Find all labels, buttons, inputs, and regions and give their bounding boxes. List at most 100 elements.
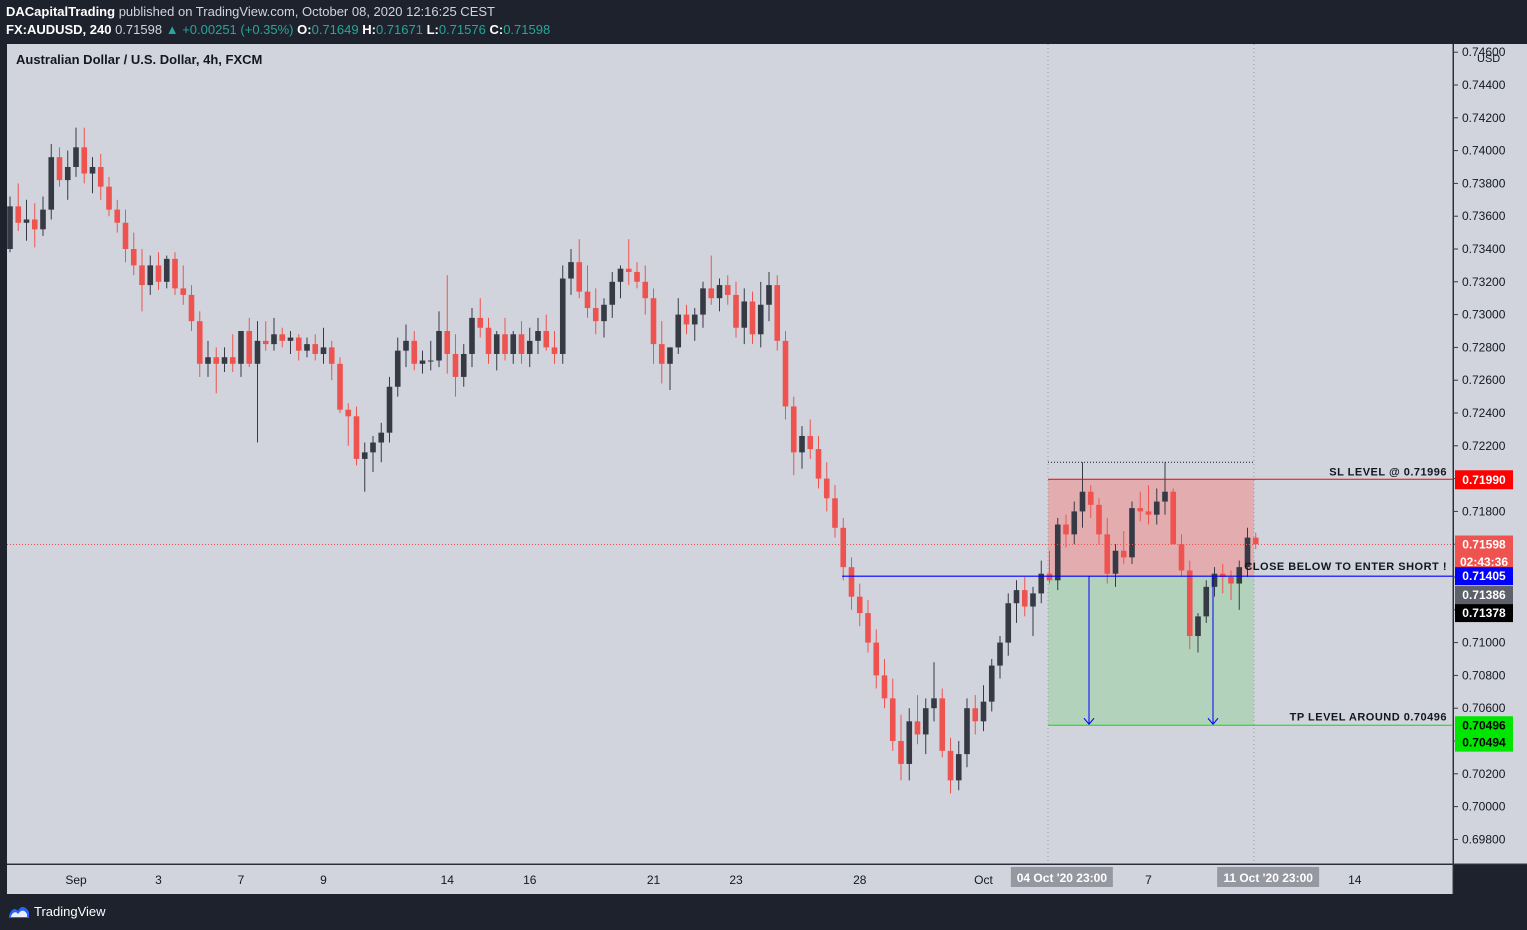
candle[interactable] bbox=[799, 426, 805, 469]
candle[interactable] bbox=[221, 347, 228, 372]
price-chart[interactable]: Australian Dollar / U.S. Dollar, 4h, FXC… bbox=[0, 44, 1527, 894]
candle[interactable] bbox=[328, 340, 335, 381]
candle[interactable] bbox=[295, 334, 302, 361]
candle[interactable] bbox=[180, 265, 187, 305]
candle[interactable] bbox=[188, 285, 195, 331]
candle[interactable] bbox=[287, 331, 294, 354]
candle[interactable] bbox=[964, 698, 970, 768]
candle[interactable] bbox=[526, 327, 533, 368]
candle[interactable] bbox=[1013, 580, 1020, 623]
candle[interactable] bbox=[312, 334, 319, 361]
candle[interactable] bbox=[658, 321, 665, 384]
candle[interactable] bbox=[81, 127, 88, 184]
price-tag[interactable]: 0.71598 bbox=[1455, 535, 1513, 554]
candle[interactable] bbox=[510, 331, 517, 364]
candle[interactable] bbox=[1054, 517, 1061, 591]
candle[interactable] bbox=[650, 288, 657, 364]
candle[interactable] bbox=[634, 262, 640, 289]
candle[interactable] bbox=[1228, 570, 1234, 600]
candle[interactable] bbox=[444, 275, 451, 374]
candle[interactable] bbox=[1137, 491, 1144, 522]
symbol-label[interactable]: FX:AUDUSD, 240 bbox=[6, 22, 112, 37]
price-tag[interactable]: 0.71386 bbox=[1455, 586, 1513, 605]
candle[interactable] bbox=[460, 344, 467, 387]
candle[interactable] bbox=[345, 403, 352, 446]
candle[interactable] bbox=[683, 304, 690, 335]
candle[interactable] bbox=[667, 347, 673, 391]
price-tag[interactable]: 0.71405 bbox=[1455, 567, 1513, 586]
candle[interactable] bbox=[840, 517, 847, 581]
candle[interactable] bbox=[23, 199, 30, 241]
candle[interactable] bbox=[1079, 462, 1086, 528]
candle[interactable] bbox=[1170, 488, 1177, 545]
candle[interactable] bbox=[271, 317, 277, 351]
candle[interactable] bbox=[238, 331, 244, 377]
candle[interactable] bbox=[386, 376, 393, 443]
candle[interactable] bbox=[1203, 580, 1210, 623]
price-tag[interactable]: 0.70496 bbox=[1455, 716, 1513, 735]
candle[interactable] bbox=[1120, 531, 1127, 564]
candle[interactable] bbox=[955, 741, 962, 791]
candle[interactable] bbox=[1145, 485, 1152, 525]
candle[interactable] bbox=[477, 298, 484, 338]
candle[interactable] bbox=[922, 698, 929, 755]
candle[interactable] bbox=[1178, 534, 1185, 577]
candle[interactable] bbox=[304, 337, 310, 358]
candle[interactable] bbox=[980, 685, 987, 732]
candle[interactable] bbox=[716, 278, 723, 312]
candle[interactable] bbox=[559, 265, 566, 364]
candle[interactable] bbox=[568, 249, 574, 295]
candle[interactable] bbox=[774, 275, 781, 351]
candle[interactable] bbox=[988, 659, 995, 712]
candle[interactable] bbox=[823, 462, 830, 512]
publisher-name[interactable]: DACapitalTrading bbox=[6, 4, 116, 19]
candle[interactable] bbox=[1129, 501, 1135, 564]
candle[interactable] bbox=[1063, 514, 1069, 548]
candle[interactable] bbox=[790, 396, 797, 476]
candle[interactable] bbox=[106, 176, 112, 217]
candle[interactable] bbox=[535, 317, 541, 354]
candle[interactable] bbox=[700, 281, 706, 328]
candle[interactable] bbox=[403, 324, 409, 368]
candle[interactable] bbox=[889, 678, 896, 751]
candle[interactable] bbox=[56, 147, 63, 187]
candle[interactable] bbox=[337, 357, 343, 413]
candle[interactable] bbox=[914, 695, 921, 745]
candle[interactable] bbox=[427, 340, 434, 371]
candle[interactable] bbox=[1104, 517, 1111, 584]
candle[interactable] bbox=[1005, 593, 1012, 656]
candle[interactable] bbox=[139, 249, 145, 312]
candle[interactable] bbox=[1112, 544, 1119, 587]
candle[interactable] bbox=[469, 308, 475, 368]
candle[interactable] bbox=[419, 350, 426, 374]
tradingview-brand[interactable]: TradingView bbox=[34, 904, 106, 919]
candle[interactable] bbox=[205, 340, 211, 377]
candle[interactable] bbox=[642, 265, 649, 315]
candle[interactable] bbox=[147, 255, 154, 295]
candle[interactable] bbox=[543, 314, 550, 351]
candle[interactable] bbox=[163, 255, 170, 289]
candle[interactable] bbox=[1211, 567, 1218, 597]
candle[interactable] bbox=[15, 183, 22, 231]
candle[interactable] bbox=[1244, 527, 1251, 577]
tradingview-logo-icon[interactable] bbox=[8, 903, 30, 919]
candle[interactable] bbox=[1153, 488, 1160, 525]
candle[interactable] bbox=[353, 406, 360, 466]
price-tag[interactable]: 02:43:36 bbox=[1455, 553, 1513, 572]
candle[interactable] bbox=[246, 317, 253, 368]
candle[interactable] bbox=[1096, 498, 1102, 545]
candle[interactable] bbox=[881, 659, 888, 709]
candle[interactable] bbox=[262, 321, 269, 351]
candle[interactable] bbox=[584, 265, 591, 318]
candle[interactable] bbox=[551, 331, 558, 364]
candle[interactable] bbox=[609, 271, 616, 318]
candle[interactable] bbox=[865, 599, 871, 653]
candle[interactable] bbox=[394, 337, 401, 397]
candle[interactable] bbox=[898, 714, 904, 781]
candle[interactable] bbox=[97, 153, 104, 200]
candle[interactable] bbox=[196, 311, 203, 377]
candle[interactable] bbox=[254, 321, 261, 443]
stop-loss-zone[interactable] bbox=[1048, 479, 1254, 577]
candle[interactable] bbox=[617, 265, 624, 299]
candle[interactable] bbox=[31, 203, 38, 248]
